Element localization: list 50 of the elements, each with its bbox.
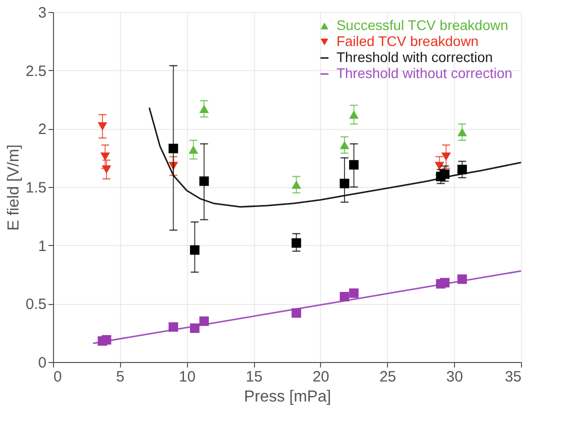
point — [292, 180, 302, 189]
y-tick-label: 2.5 — [26, 62, 46, 80]
point — [457, 128, 467, 136]
x-tick-label: 25 — [379, 368, 396, 386]
point — [102, 335, 112, 345]
point — [349, 160, 359, 170]
y-axis-title: E field [V/m] — [6, 144, 23, 231]
point — [440, 169, 450, 179]
point — [199, 176, 209, 186]
x-tick-label: 5 — [116, 368, 125, 386]
legend-label: Failed TCV breakdown — [336, 33, 479, 49]
y-tick-label: 1 — [38, 238, 46, 255]
point — [340, 292, 350, 302]
legend-label: Threshold without correction — [336, 65, 512, 81]
point — [168, 144, 178, 154]
x-tick-label: 10 — [178, 368, 196, 386]
point — [292, 308, 302, 318]
point — [102, 165, 112, 174]
point — [100, 152, 110, 161]
point — [440, 278, 450, 288]
x-tick-label: 30 — [446, 368, 463, 386]
point — [340, 178, 350, 188]
point — [349, 110, 359, 119]
legend-label: Threshold with correction — [336, 49, 493, 65]
legend-label: Successful TCV breakdown — [336, 17, 508, 33]
x-axis-title: Press [mPa] — [244, 388, 332, 406]
point — [190, 323, 200, 333]
point — [349, 288, 359, 298]
point — [457, 274, 467, 284]
y-tick-label: 0 — [38, 354, 46, 372]
point — [292, 238, 302, 248]
point — [340, 140, 350, 150]
y-tick-label: 1.5 — [26, 180, 46, 196]
y-tick-label: 2 — [38, 121, 46, 138]
point — [441, 152, 451, 161]
point — [457, 164, 467, 174]
x-tick-label: 35 — [504, 368, 522, 386]
point — [190, 245, 200, 255]
point — [168, 322, 178, 332]
point — [188, 146, 198, 154]
point — [199, 316, 209, 326]
y-tick-label: 0.5 — [26, 296, 46, 314]
line-series — [148, 106, 522, 208]
x-tick-label: 0 — [54, 368, 62, 386]
point — [98, 122, 108, 130]
point — [434, 162, 444, 170]
point — [199, 104, 209, 113]
x-tick-label: 15 — [246, 368, 262, 386]
x-tick-label: 20 — [312, 368, 330, 386]
y-tick-label: 3 — [38, 4, 46, 22]
